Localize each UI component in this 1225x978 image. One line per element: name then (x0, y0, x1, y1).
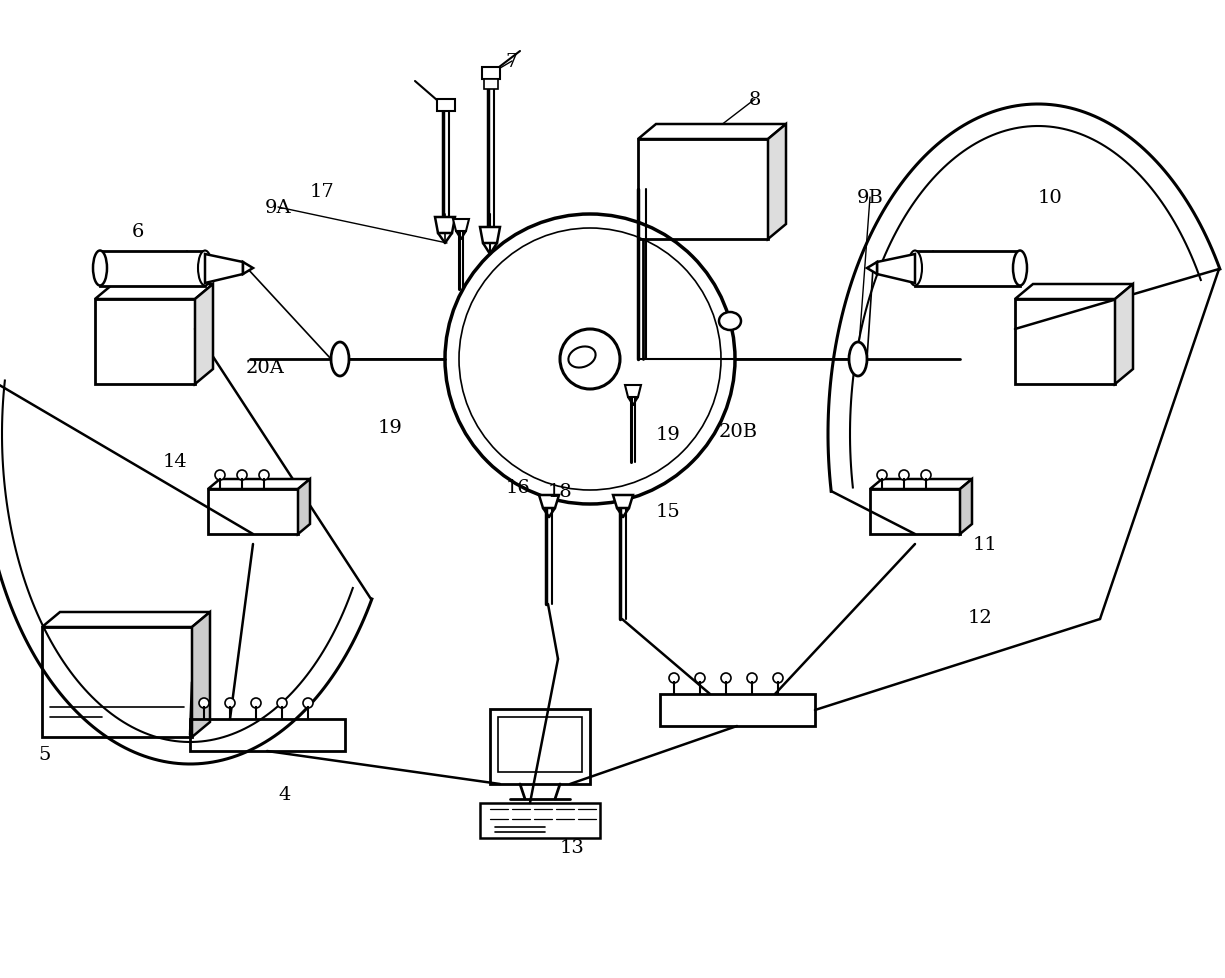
Circle shape (669, 673, 679, 684)
Bar (660, 694, 815, 727)
Ellipse shape (849, 342, 867, 377)
Bar (915, 251, 1020, 287)
Polygon shape (243, 263, 254, 275)
Ellipse shape (1013, 251, 1027, 287)
Ellipse shape (198, 251, 212, 287)
Text: 13: 13 (560, 838, 584, 856)
Polygon shape (205, 254, 243, 284)
Bar (96, 299, 195, 384)
Circle shape (236, 470, 247, 480)
Text: 18: 18 (548, 482, 572, 501)
Polygon shape (192, 612, 209, 737)
Circle shape (303, 698, 314, 708)
Bar (499, 717, 582, 773)
Circle shape (258, 470, 270, 480)
Circle shape (198, 698, 209, 708)
Bar (100, 251, 205, 287)
Polygon shape (768, 125, 786, 240)
Circle shape (225, 698, 235, 708)
Bar (42, 627, 192, 737)
Text: 20B: 20B (718, 422, 757, 440)
Text: 12: 12 (968, 608, 992, 626)
Polygon shape (480, 228, 500, 244)
Ellipse shape (331, 342, 349, 377)
Bar (484, 80, 499, 90)
Text: 5: 5 (39, 745, 51, 763)
Polygon shape (42, 612, 209, 627)
Polygon shape (298, 479, 310, 534)
Polygon shape (960, 479, 971, 534)
Text: 6: 6 (132, 223, 145, 241)
Polygon shape (638, 125, 786, 140)
Polygon shape (625, 385, 641, 398)
Circle shape (877, 470, 887, 480)
Text: 16: 16 (506, 478, 530, 497)
Ellipse shape (568, 347, 595, 368)
Bar (1016, 299, 1115, 384)
Polygon shape (453, 220, 469, 232)
Ellipse shape (719, 313, 741, 331)
Bar (480, 803, 600, 838)
Text: 9A: 9A (265, 199, 292, 217)
Text: 19: 19 (377, 419, 403, 436)
Text: 4: 4 (279, 785, 292, 803)
Bar (490, 709, 590, 784)
Bar (638, 140, 768, 240)
Circle shape (251, 698, 261, 708)
Polygon shape (870, 479, 971, 490)
Bar (208, 490, 298, 534)
Polygon shape (1016, 285, 1133, 299)
Text: 14: 14 (163, 453, 187, 470)
Circle shape (216, 470, 225, 480)
Polygon shape (435, 218, 454, 234)
Text: 7: 7 (506, 53, 518, 71)
Circle shape (277, 698, 287, 708)
Polygon shape (195, 285, 213, 384)
Polygon shape (208, 479, 310, 490)
Text: 15: 15 (655, 503, 680, 520)
Ellipse shape (908, 251, 922, 287)
Polygon shape (96, 285, 213, 299)
Circle shape (747, 673, 757, 684)
Polygon shape (877, 254, 915, 284)
Text: 11: 11 (973, 535, 997, 554)
Bar (870, 490, 960, 534)
Circle shape (899, 470, 909, 480)
Ellipse shape (93, 251, 107, 287)
Bar (190, 719, 345, 751)
Polygon shape (612, 496, 633, 509)
Polygon shape (867, 263, 877, 275)
Polygon shape (539, 496, 559, 509)
Text: 10: 10 (1038, 189, 1062, 206)
Circle shape (722, 673, 731, 684)
Text: 19: 19 (655, 425, 680, 444)
Text: 9B: 9B (856, 189, 883, 206)
Polygon shape (1115, 285, 1133, 384)
Text: 20A: 20A (245, 359, 284, 377)
Text: 17: 17 (310, 183, 334, 200)
Text: 8: 8 (748, 91, 761, 109)
Bar (437, 100, 454, 111)
Circle shape (773, 673, 783, 684)
Circle shape (695, 673, 706, 684)
Bar (481, 67, 500, 80)
Circle shape (921, 470, 931, 480)
